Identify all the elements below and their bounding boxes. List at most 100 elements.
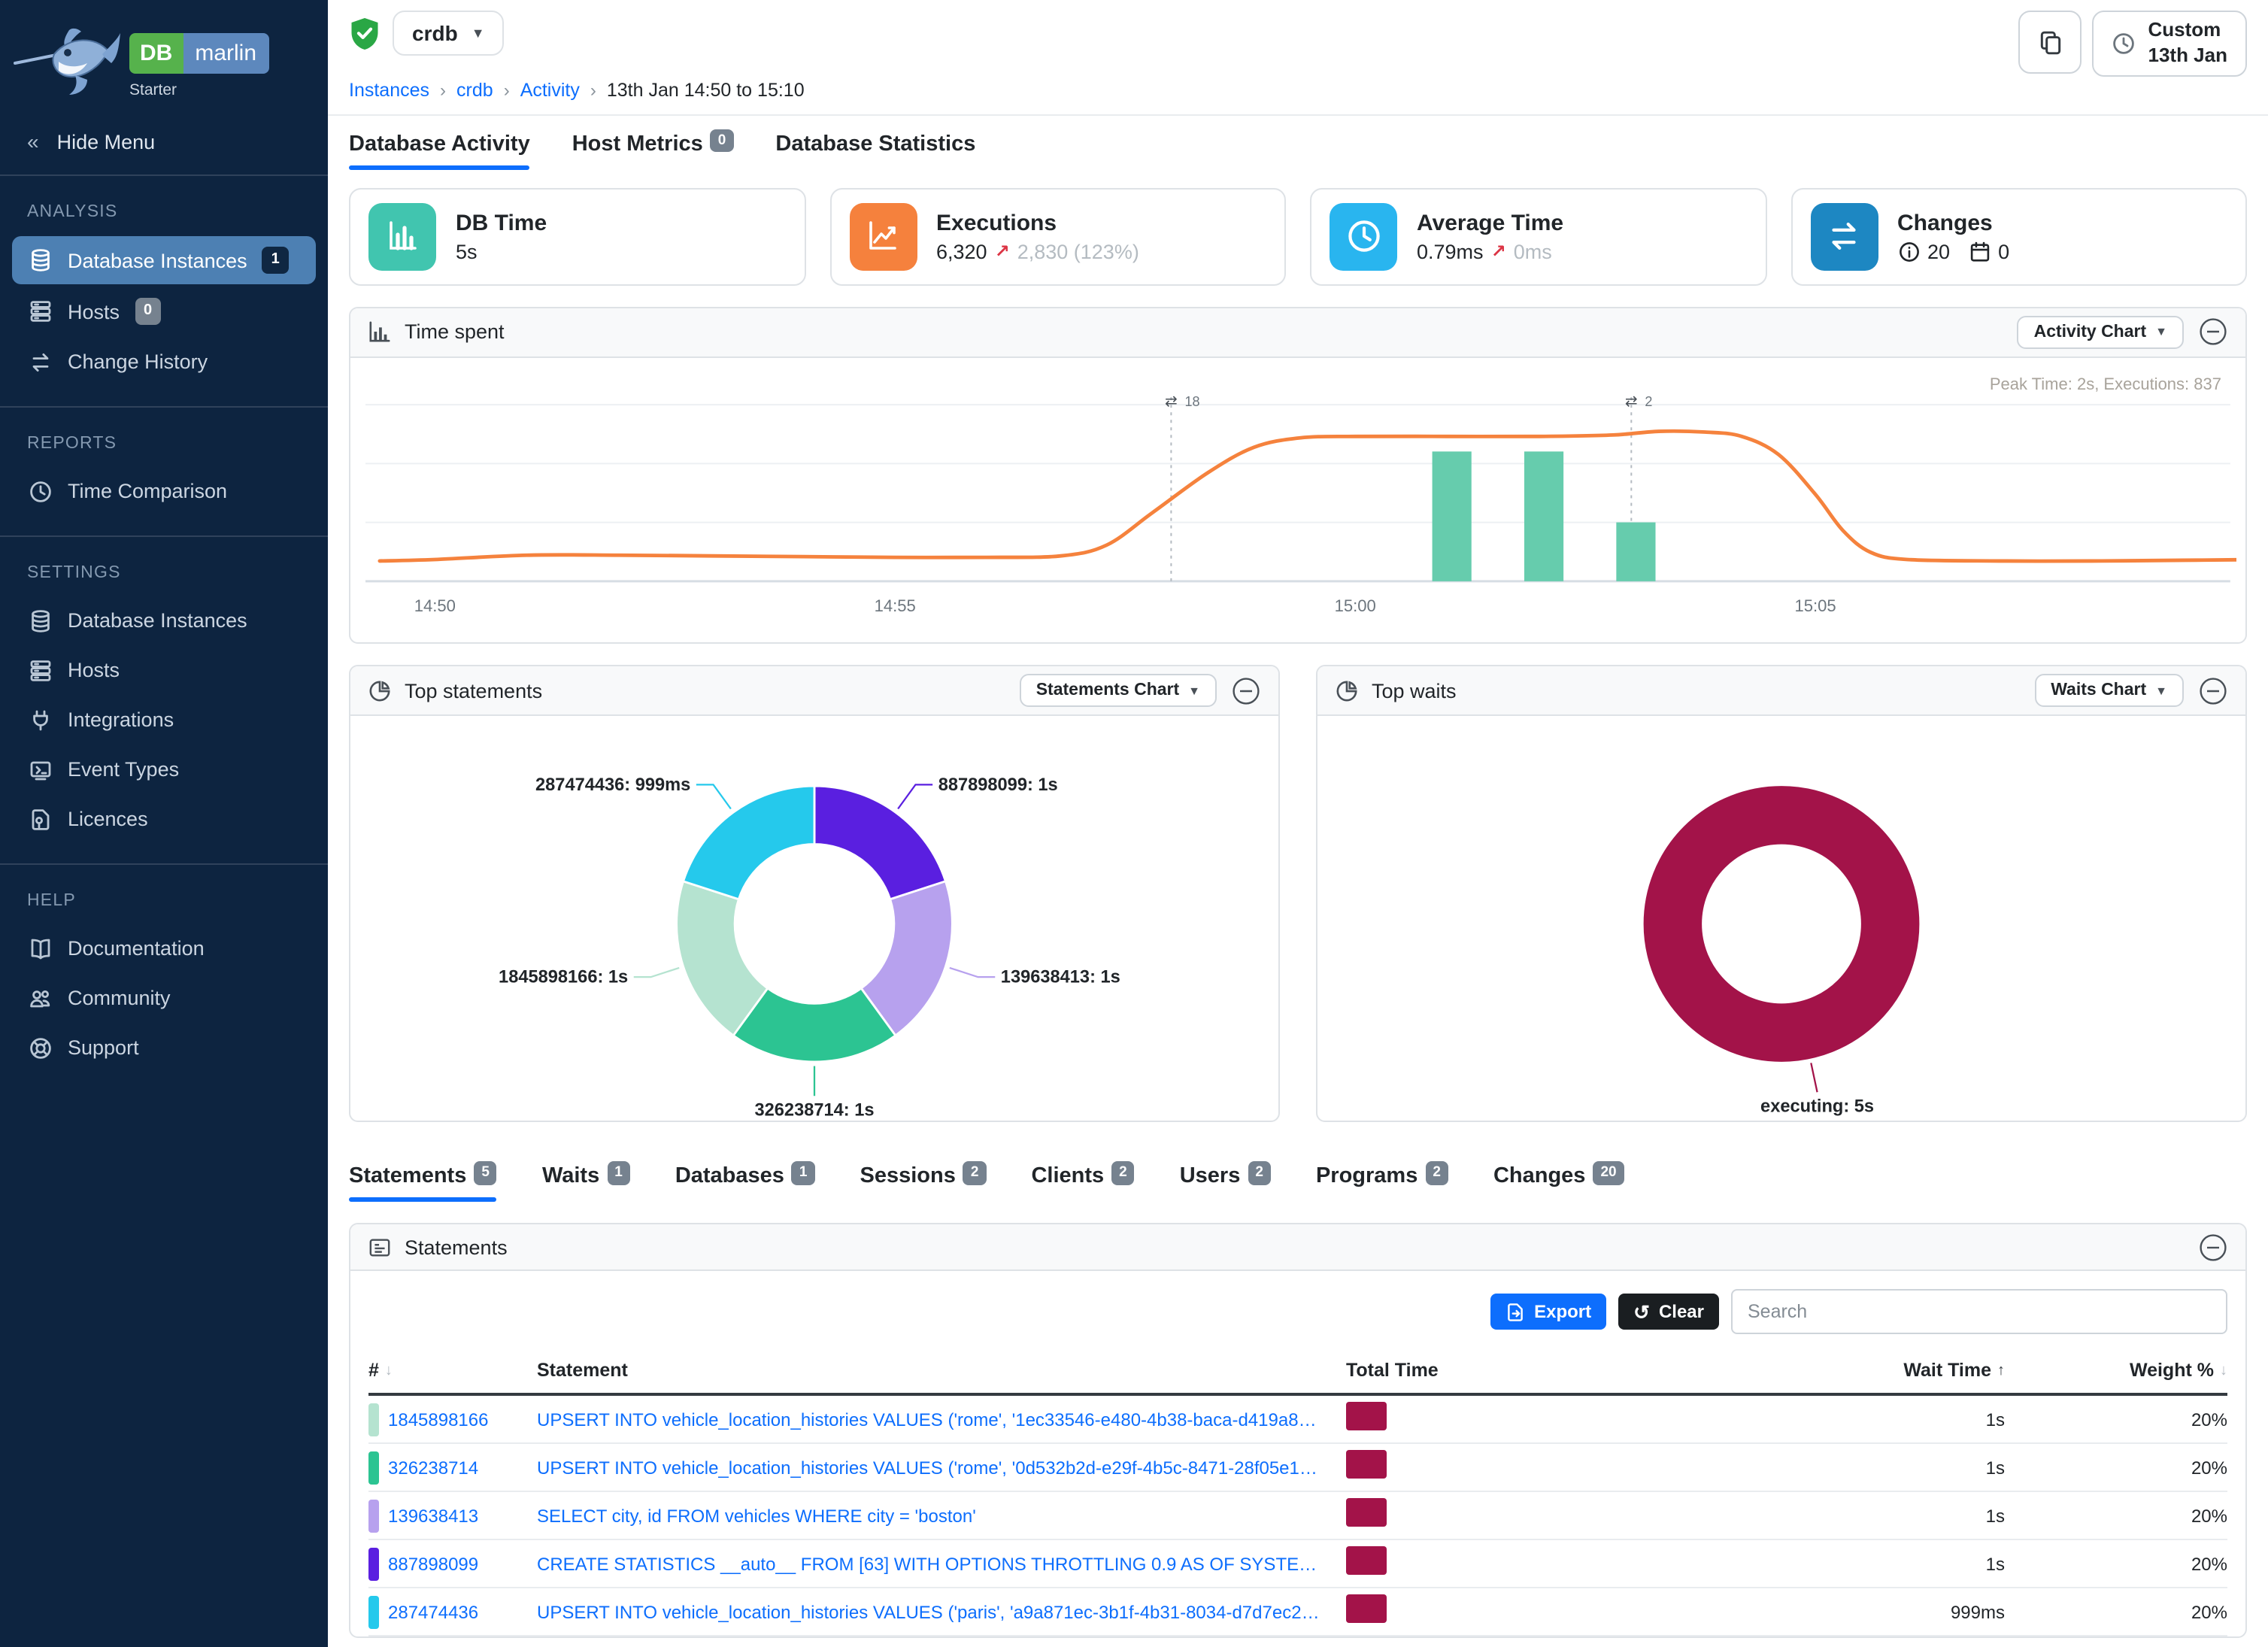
sidebar-item-support[interactable]: Support (12, 1024, 316, 1071)
svg-text:887898099: 1s: 887898099: 1s (938, 776, 1058, 796)
weight-cell: 20% (2191, 1409, 2227, 1430)
statement-color-bar (368, 1499, 379, 1533)
breadcrumb-instances[interactable]: Instances (349, 79, 430, 101)
instance-selector[interactable]: crdb ▼ (393, 11, 505, 56)
sidebar-item-hosts[interactable]: Hosts (12, 647, 316, 693)
export-icon (1508, 1303, 1523, 1321)
hide-menu-button[interactable]: « Hide Menu (0, 108, 328, 176)
health-shield-icon (351, 17, 378, 49)
col-header-statement[interactable]: Statement (537, 1360, 628, 1382)
statement-id-link[interactable]: 287474436 (388, 1601, 479, 1623)
sidebar-item-documentation[interactable]: Documentation (12, 925, 316, 972)
col-header-weight[interactable]: Weight % ↓ (2129, 1360, 2227, 1382)
sidebar-section-analysis: ANALYSIS Database Instances 1 Hosts 0 Change … (0, 176, 328, 406)
sidebar-item-licences[interactable]: Licences (12, 796, 316, 842)
statement-id-cell: 139638413 (368, 1493, 537, 1538)
col-header-wait-time[interactable]: Wait Time ↑ (1903, 1360, 2005, 1382)
time-range-button[interactable]: Custom 13th Jan (2092, 11, 2247, 77)
copy-link-button[interactable] (2018, 11, 2082, 74)
statement-id-link[interactable]: 887898099 (388, 1553, 479, 1575)
total-time-bar (1346, 1497, 1387, 1527)
detail-tab-users[interactable]: Users 2 (1180, 1161, 1271, 1202)
weight-cell: 20% (2191, 1601, 2227, 1623)
collapse-panel-icon[interactable] (2199, 1233, 2227, 1261)
svg-text:287474436: 999ms: 287474436: 999ms (535, 776, 690, 796)
statement-id-link[interactable]: 139638413 (388, 1505, 479, 1527)
col-header-total-time[interactable]: Total Time (1346, 1360, 1439, 1382)
sidebar-item-badge: 0 (135, 298, 162, 325)
sidebar-item-time-comparison[interactable]: Time Comparison (12, 468, 316, 514)
export-button[interactable]: Export (1490, 1294, 1607, 1330)
sidebar-item-event-types[interactable]: Event Types (12, 746, 316, 793)
statement-color-bar (368, 1547, 379, 1581)
detail-tab-programs[interactable]: Programs 2 (1316, 1161, 1448, 1202)
statement-id-cell: 326238714 (368, 1445, 537, 1490)
svg-text:14:55: 14:55 (875, 596, 916, 615)
total-time-cell (1346, 1594, 1719, 1630)
waits-chart-dropdown[interactable]: Waits Chart ▼ (2034, 674, 2184, 708)
breadcrumb-activity[interactable]: Activity (520, 79, 580, 101)
collapse-panel-icon[interactable] (2199, 677, 2227, 705)
total-time-bar (1346, 1545, 1387, 1575)
total-time-bar (1346, 1449, 1387, 1479)
tab-badge: 2 (963, 1161, 987, 1185)
breadcrumb-separator: › (590, 79, 596, 101)
top-waits-header: Top waits Waits Chart ▼ (1317, 666, 2245, 717)
waits-donut-chart[interactable]: executing: 5s (1317, 717, 2245, 1121)
tab-database-activity[interactable]: Database Activity (349, 132, 531, 170)
detail-tab-statements[interactable]: Statements 5 (349, 1161, 498, 1203)
clear-button[interactable]: ↺ Clear (1618, 1294, 1719, 1330)
statement-id-link[interactable]: 1845898166 (388, 1409, 489, 1430)
logo[interactable]: DB marlin Starter (0, 0, 328, 108)
sidebar-item-database-instances[interactable]: Database Instances 1 (12, 236, 316, 284)
detail-tab-waits[interactable]: Waits 1 (542, 1161, 630, 1202)
statement-link[interactable]: UPSERT INTO vehicle_location_histories V… (537, 1409, 1346, 1430)
statement-id-link[interactable]: 326238714 (388, 1457, 479, 1479)
collapse-panel-icon[interactable] (2199, 318, 2227, 347)
statement-link[interactable]: UPSERT INTO vehicle_location_histories V… (537, 1601, 1346, 1623)
metric-title: Changes (1897, 210, 1993, 236)
statements-chart-dropdown[interactable]: Statements Chart ▼ (1019, 674, 1217, 708)
statements-table-header: # ↓ Statement Total Time Wait Time ↑ Weigh… (368, 1348, 2227, 1397)
statements-donut-chart[interactable]: 887898099: 1s 139638413: 1s 326238714: 1s 1… (350, 717, 1278, 1121)
sidebar-item-community[interactable]: Community (12, 975, 316, 1021)
statement-link[interactable]: CREATE STATISTICS __auto__ FROM [63] WIT… (537, 1553, 1346, 1575)
wait-time-cell: 999ms (1950, 1601, 2005, 1623)
event-icon (27, 757, 53, 782)
svg-text:18: 18 (1184, 394, 1199, 409)
statements-panel: Statements Export ↺ Clear (349, 1223, 2247, 1639)
sidebar-item-database-instances[interactable]: Database Instances (12, 597, 316, 644)
detail-tab-clients[interactable]: Clients 2 (1031, 1161, 1135, 1202)
sidebar-section-reports: REPORTS Time Comparison (0, 406, 328, 535)
detail-tab-sessions[interactable]: Sessions 2 (860, 1161, 987, 1202)
detail-tab-changes[interactable]: Changes 20 (1493, 1161, 1624, 1202)
col-header-id[interactable]: # ↓ (368, 1360, 393, 1382)
tab-badge: 0 (710, 129, 734, 153)
detail-tab-databases[interactable]: Databases 1 (675, 1161, 815, 1202)
time-spent-header: Time spent Activity Chart ▼ (350, 308, 2245, 358)
sidebar-item-label: Time Comparison (68, 480, 228, 502)
sidebar-item-integrations[interactable]: Integrations (12, 696, 316, 743)
sidebar-item-hosts[interactable]: Hosts 0 (12, 287, 316, 335)
breadcrumb-crdb[interactable]: crdb (456, 79, 493, 101)
sidebar-item-change-history[interactable]: Change History (12, 338, 316, 385)
instance-name: crdb (412, 21, 458, 45)
statement-link[interactable]: UPSERT INTO vehicle_location_histories V… (537, 1457, 1346, 1479)
collapse-panel-icon[interactable] (1232, 677, 1260, 705)
metric-title: Average Time (1417, 210, 1564, 236)
weight-cell: 20% (2191, 1505, 2227, 1527)
statement-link[interactable]: SELECT city, id FROM vehicles WHERE city… (537, 1505, 976, 1527)
bar-chart-icon (368, 321, 391, 344)
tab-badge: 20 (1593, 1161, 1624, 1185)
activity-chart-dropdown[interactable]: Activity Chart ▼ (2017, 315, 2184, 349)
sidebar-item-badge: 1 (262, 247, 289, 274)
pie-chart-icon (1336, 680, 1358, 702)
clock-icon (2113, 32, 2135, 54)
tab-host-metrics[interactable]: Host Metrics 0 (572, 129, 734, 170)
time-spent-chart[interactable]: Peak Time: 2s, Executions: 837 ⇄ 18 ⇄ 2 14:5… (350, 358, 2245, 643)
tab-database-statistics[interactable]: Database Statistics (775, 132, 975, 170)
metric-delta: 0ms (1513, 240, 1552, 263)
tab-label: Clients (1031, 1164, 1105, 1189)
svg-text:⇄: ⇄ (1165, 393, 1178, 410)
search-input[interactable] (1731, 1289, 2227, 1335)
